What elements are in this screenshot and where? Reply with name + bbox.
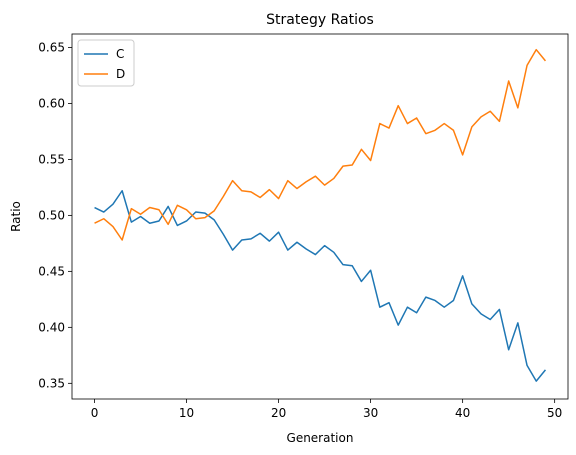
- y-tick-label: 0.60: [38, 96, 65, 110]
- x-tick-label: 0: [91, 406, 99, 420]
- y-tick-label: 0.45: [38, 264, 65, 278]
- y-axis: 0.35 0.40 0.45 0.50 0.55 0.60 0.65: [38, 40, 72, 390]
- x-tick-label: 40: [455, 406, 470, 420]
- chart-title: Strategy Ratios: [266, 12, 374, 28]
- x-axis: 0 10 20 30 40 50: [91, 399, 562, 420]
- y-tick-label: 0.35: [38, 376, 65, 390]
- legend-label-c: C: [116, 47, 124, 61]
- y-tick-label: 0.65: [38, 40, 65, 54]
- x-axis-label: Generation: [287, 431, 354, 445]
- legend: CD: [77, 39, 135, 87]
- x-tick-label: 30: [363, 406, 378, 420]
- legend-box: [77, 39, 135, 87]
- series-layer: [94, 48, 547, 382]
- legend-label-d: D: [116, 67, 125, 81]
- x-tick-label: 10: [179, 406, 194, 420]
- y-tick-label: 0.50: [38, 208, 65, 222]
- plot-area: [71, 33, 569, 400]
- series-line-c: [94, 190, 547, 382]
- plot-frame: [71, 33, 569, 400]
- series-line-d: [94, 48, 547, 241]
- y-tick-label: 0.40: [38, 320, 65, 334]
- x-tick-label: 50: [547, 406, 562, 420]
- y-axis-label: Ratio: [9, 201, 23, 232]
- y-tick-label: 0.55: [38, 152, 65, 166]
- x-tick-label: 20: [271, 406, 286, 420]
